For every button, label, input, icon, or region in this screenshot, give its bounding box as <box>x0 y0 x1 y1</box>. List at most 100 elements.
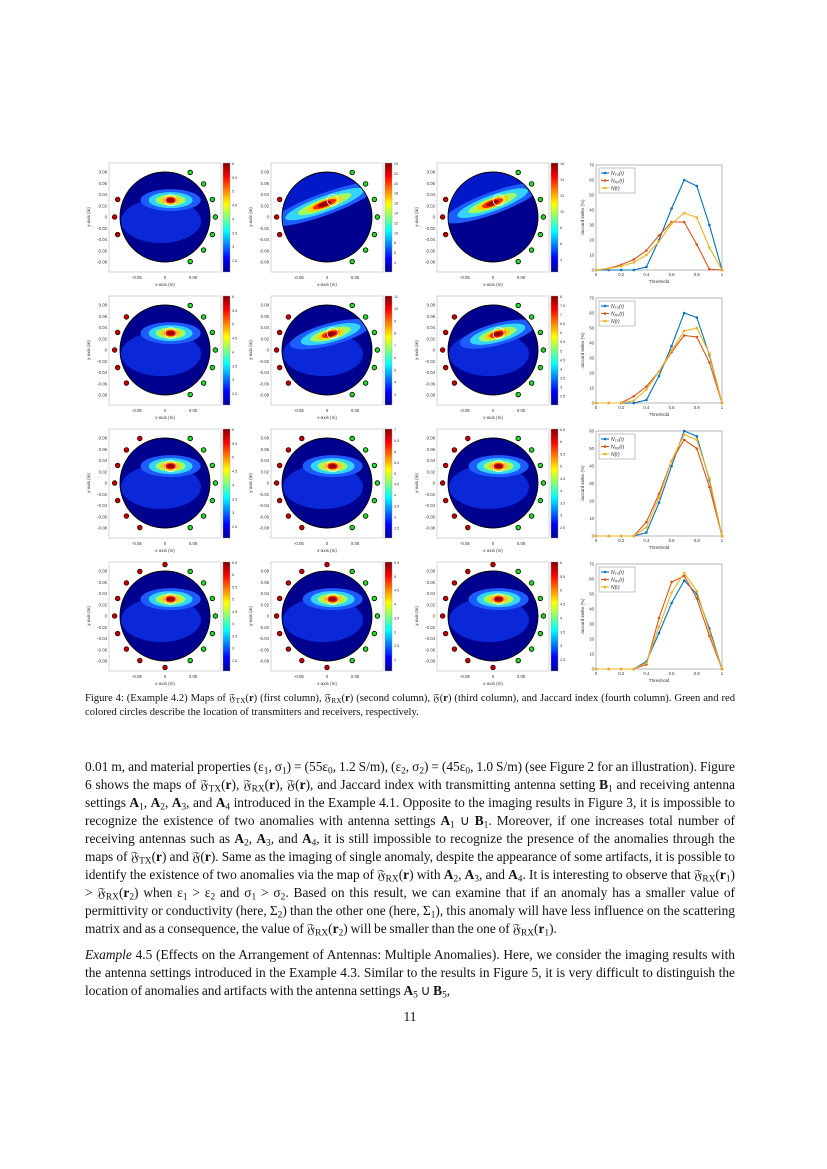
receiver-antenna <box>111 347 118 353</box>
colorbar-tick-label: 10 <box>560 210 564 214</box>
transmitter-antenna <box>212 347 219 353</box>
transmitter-antenna <box>200 513 207 519</box>
legend-label: NRX(r) <box>611 178 625 184</box>
transmitter-antenna <box>537 329 544 336</box>
receiver-antenna <box>162 561 168 568</box>
axes-box <box>270 428 384 539</box>
y-tick-label: 0.06 <box>99 447 108 452</box>
y-tick-label: 0.08 <box>261 569 270 574</box>
receiver-antenna <box>276 231 283 238</box>
y-tick-label: -0.04 <box>97 503 107 508</box>
x-tick-label: 0.8 <box>694 671 701 676</box>
y-tick-label: -0.04 <box>259 370 269 375</box>
receiver-antenna <box>123 380 130 386</box>
colorbar-tick-label: 6 <box>232 162 234 166</box>
jaccard-chart-1: 0 10 20 30 40 50 60 70 0 0.2 0.4 0.6 0.8 1 Threshold Ja… <box>578 160 738 295</box>
receiver-antenna <box>324 561 330 568</box>
x-tick-label: 0.05 <box>351 674 360 679</box>
region-boundary <box>447 437 539 529</box>
y-tick-label: -0.08 <box>97 393 107 398</box>
legend-label: NTX(r) <box>611 570 624 576</box>
data-point <box>695 184 699 188</box>
data-point <box>682 211 686 215</box>
receiver-antenna <box>451 580 458 586</box>
figure-caption: Figure 4: (Example 4.2) Maps of 𝔉TX(r) (… <box>85 693 735 718</box>
transmitter-antenna <box>362 247 369 253</box>
transmitter-antenna <box>528 447 535 453</box>
data-point <box>657 374 661 378</box>
y-tick-label: 0.02 <box>261 203 270 208</box>
heatmap-svg: 0.08 0.06 0.04 0.02 0 -0.02 -0.04 -0.06 -0.08 -0.… <box>414 162 564 287</box>
y-tick-label: 0 <box>267 348 270 353</box>
colorbar-tick-label: 2.5 <box>394 527 399 531</box>
y-tick-label: 0 <box>433 215 436 220</box>
x-axis-label: x-axis (m) <box>317 681 337 686</box>
y-tick-label: 0.08 <box>427 303 436 308</box>
colorbar-tick-label: 2.5 <box>394 644 399 648</box>
y-tick-label: 0.08 <box>427 436 436 441</box>
transmitter-antenna <box>371 595 378 602</box>
y-axis-label: y-axis (m) <box>248 340 253 360</box>
x-tick-label: 0.6 <box>669 538 676 543</box>
data-point <box>695 447 699 450</box>
legend-marker <box>603 171 607 175</box>
heatmap-field <box>448 305 538 395</box>
data-point <box>594 268 598 272</box>
transmitter-antenna <box>212 480 219 486</box>
colorbar-tick-label: 5.5 <box>232 176 237 180</box>
y-tick-label: 10 <box>589 652 594 657</box>
x-axis-label: x-axis (m) <box>483 681 503 686</box>
y-tick-label: 0.06 <box>261 447 270 452</box>
y-axis-label: y-axis (m) <box>86 340 91 360</box>
y-tick-label: 0.06 <box>427 580 436 585</box>
colorbar <box>550 428 559 539</box>
x-tick-label: 0 <box>164 275 167 280</box>
colorbar-tick-label: 4.5 <box>394 589 399 593</box>
contour-level <box>166 197 175 203</box>
axes-box <box>108 162 222 273</box>
data-point <box>670 464 673 468</box>
receiver-antenna <box>465 435 471 442</box>
y-tick-label: -0.08 <box>97 260 107 265</box>
colorbar-tick-label: 4 <box>394 494 396 498</box>
colorbar-tick-label: 3 <box>394 630 396 634</box>
receiver-antenna <box>299 568 305 575</box>
y-tick-label: -0.04 <box>425 370 435 375</box>
y-tick-label: -0.04 <box>425 503 435 508</box>
receiver-antenna <box>442 364 449 371</box>
data-point <box>670 591 673 594</box>
colorbar-tick-label: 6 <box>560 242 562 246</box>
transmitter-antenna <box>515 568 521 575</box>
y-tick-label: 70 <box>589 163 594 168</box>
transmitter-antenna <box>349 169 355 176</box>
y-tick-label: 0.08 <box>99 303 108 308</box>
y-tick-label: 0.02 <box>427 203 436 208</box>
contour-level <box>494 596 503 602</box>
transmitter-antenna <box>528 380 535 386</box>
colorbar-tick-label: 5.5 <box>394 561 399 565</box>
region-boundary <box>281 171 373 263</box>
data-point <box>632 261 636 264</box>
receiver-antenna <box>451 646 458 652</box>
x-tick-label: -0.05 <box>460 674 470 679</box>
colorbar-tick-label: 3.5 <box>560 501 565 505</box>
hotspot <box>140 322 201 345</box>
transmitter-antenna <box>515 524 521 531</box>
receiver-antenna <box>439 613 446 619</box>
receiver-antenna <box>465 657 471 664</box>
colorbar-tick-label: 4 <box>394 261 396 265</box>
receiver-antenna <box>123 447 130 453</box>
x-tick-label: 0 <box>595 538 598 543</box>
receiver-antenna <box>114 196 121 203</box>
y-tick-label: -0.04 <box>259 503 269 508</box>
receiver-antenna <box>276 196 283 203</box>
receiver-antenna <box>442 462 449 469</box>
y-tick-label: 0 <box>105 215 108 220</box>
y-tick-label: 40 <box>589 607 594 612</box>
y-tick-label: -0.02 <box>97 359 107 364</box>
data-point <box>708 485 711 489</box>
x-tick-label: 0.05 <box>351 275 360 280</box>
data-point <box>708 630 711 633</box>
receiver-antenna <box>114 364 121 371</box>
x-tick-label: 0.05 <box>517 275 526 280</box>
